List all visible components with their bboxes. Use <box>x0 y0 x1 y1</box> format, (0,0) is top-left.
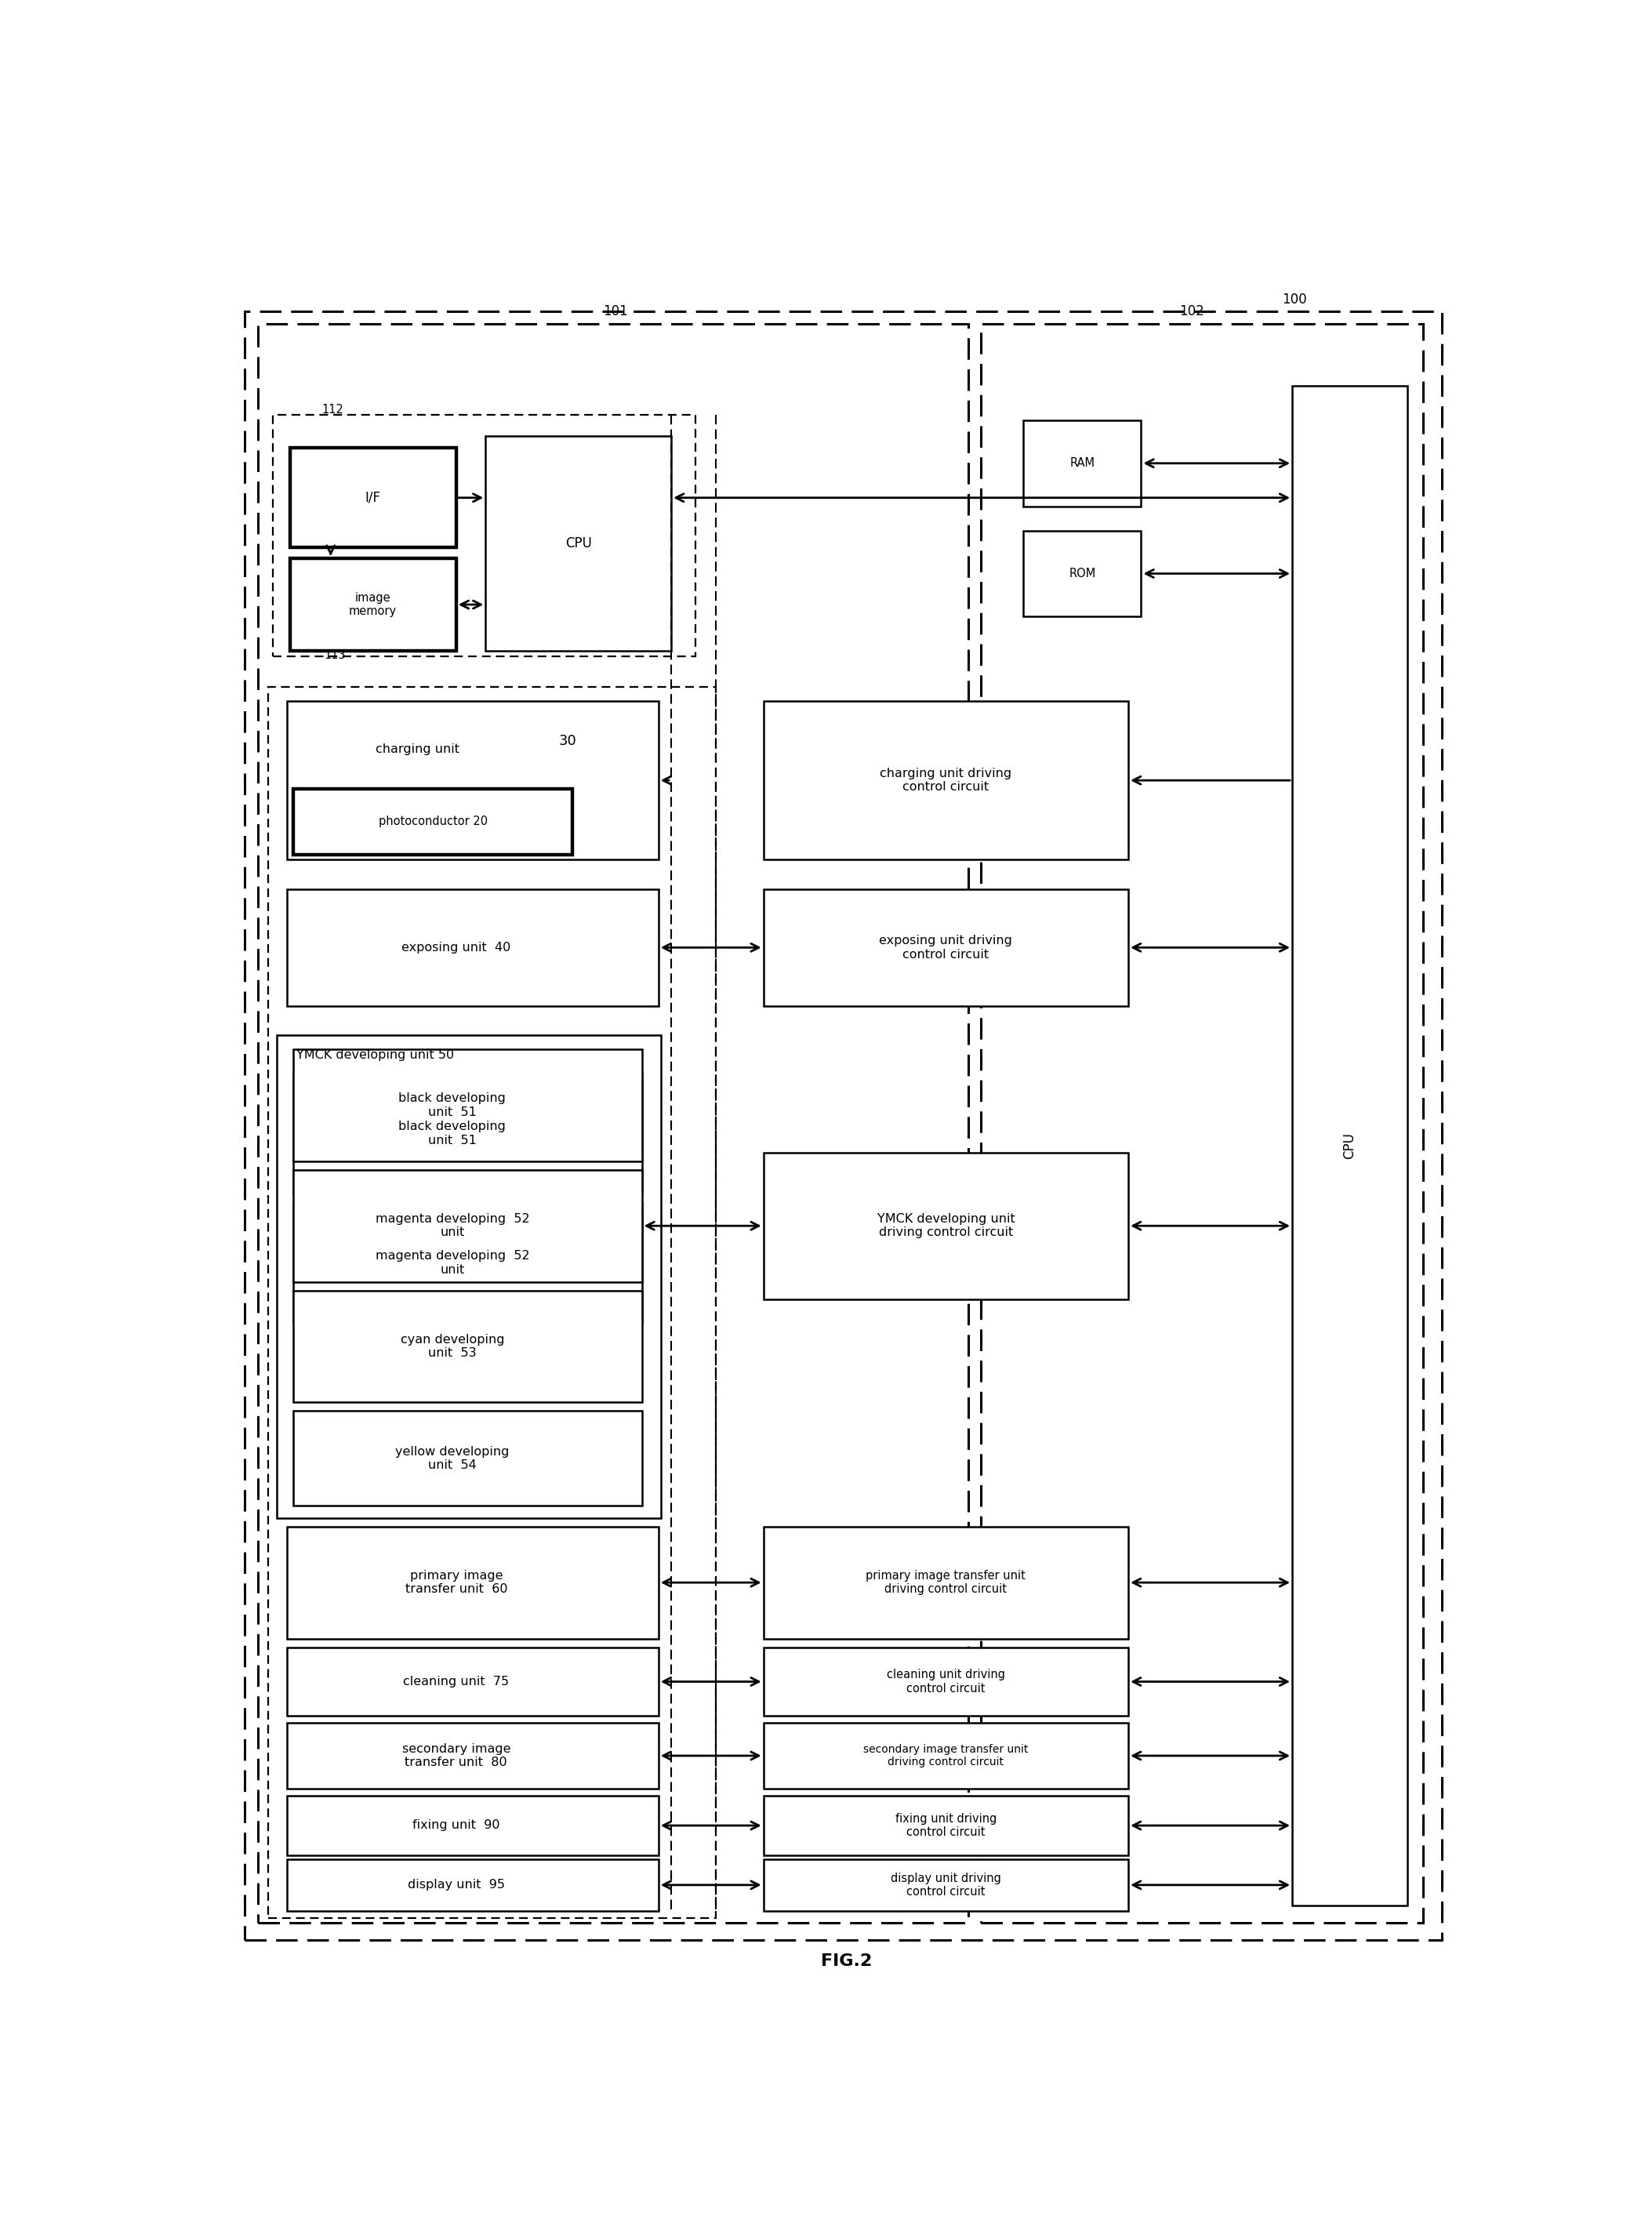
Text: YMCK developing unit
driving control circuit: YMCK developing unit driving control cir… <box>877 1213 1014 1238</box>
Text: exposing unit  40: exposing unit 40 <box>401 942 510 953</box>
Text: 100: 100 <box>1282 293 1307 307</box>
Bar <box>763 1860 1128 1911</box>
Bar <box>287 888 659 1007</box>
Bar <box>273 414 695 656</box>
Text: magenta developing  52
unit: magenta developing 52 unit <box>375 1213 529 1238</box>
Text: 101: 101 <box>603 304 628 318</box>
Text: 113: 113 <box>324 649 345 660</box>
Text: secondary image transfer unit
driving control circuit: secondary image transfer unit driving co… <box>864 1743 1028 1768</box>
Text: CPU: CPU <box>1343 1132 1356 1159</box>
Bar <box>763 1723 1128 1788</box>
Text: cleaning unit  75: cleaning unit 75 <box>403 1676 509 1687</box>
Bar <box>287 1723 659 1788</box>
Bar <box>763 1647 1128 1717</box>
Text: I/F: I/F <box>365 490 380 506</box>
Text: magenta developing  52
unit: magenta developing 52 unit <box>375 1251 529 1276</box>
Bar <box>981 325 1422 1922</box>
Text: FIG.2: FIG.2 <box>821 1954 872 1969</box>
Text: YMCK developing unit 50: YMCK developing unit 50 <box>296 1050 454 1061</box>
Bar <box>1023 421 1142 506</box>
Text: yellow developing
unit  54: yellow developing unit 54 <box>395 1446 509 1470</box>
Bar <box>287 1795 659 1855</box>
Bar <box>294 1202 643 1323</box>
Bar <box>1023 530 1142 618</box>
Text: 112: 112 <box>322 405 344 416</box>
Text: exposing unit driving
control circuit: exposing unit driving control circuit <box>879 935 1013 960</box>
Text: fixing unit  90: fixing unit 90 <box>413 1819 501 1831</box>
Bar <box>294 1074 643 1193</box>
Text: primary image transfer unit
driving control circuit: primary image transfer unit driving cont… <box>866 1569 1026 1596</box>
Bar <box>294 1170 643 1282</box>
Text: display unit driving
control circuit: display unit driving control circuit <box>890 1873 1001 1898</box>
Bar <box>763 700 1128 859</box>
Text: image
memory: image memory <box>349 591 396 618</box>
Text: CPU: CPU <box>565 537 591 551</box>
Text: primary image
transfer unit  60: primary image transfer unit 60 <box>405 1569 507 1596</box>
Text: charging unit driving
control circuit: charging unit driving control circuit <box>881 768 1011 792</box>
Bar <box>287 1647 659 1717</box>
Bar <box>287 1526 659 1638</box>
Bar <box>486 436 671 651</box>
Text: fixing unit driving
control circuit: fixing unit driving control circuit <box>895 1813 996 1837</box>
Bar <box>294 1412 643 1506</box>
Text: ROM: ROM <box>1069 568 1095 580</box>
Bar <box>289 557 456 651</box>
Bar <box>763 1153 1128 1298</box>
Text: display unit  95: display unit 95 <box>408 1880 506 1891</box>
Bar <box>287 1860 659 1911</box>
Bar <box>258 325 968 1922</box>
Text: black developing
unit  51: black developing unit 51 <box>398 1092 506 1119</box>
Text: photoconductor 20: photoconductor 20 <box>378 817 487 828</box>
Bar <box>294 1291 643 1403</box>
Bar <box>763 888 1128 1007</box>
Text: black developing
unit  51: black developing unit 51 <box>398 1121 506 1146</box>
Bar <box>268 687 715 1918</box>
Bar <box>1292 385 1408 1907</box>
Text: charging unit: charging unit <box>375 743 459 754</box>
Bar <box>763 1526 1128 1638</box>
Bar <box>278 1036 661 1517</box>
Bar <box>763 1795 1128 1855</box>
Text: RAM: RAM <box>1070 457 1095 470</box>
Text: cyan developing
unit  53: cyan developing unit 53 <box>400 1334 504 1358</box>
Text: cleaning unit driving
control circuit: cleaning unit driving control circuit <box>887 1670 1004 1694</box>
Text: secondary image
transfer unit  80: secondary image transfer unit 80 <box>401 1743 510 1768</box>
Bar <box>294 790 573 855</box>
Bar <box>289 448 456 548</box>
Bar <box>287 700 659 859</box>
Bar <box>294 1050 643 1162</box>
Text: 102: 102 <box>1180 304 1204 318</box>
Text: 30: 30 <box>558 734 577 747</box>
